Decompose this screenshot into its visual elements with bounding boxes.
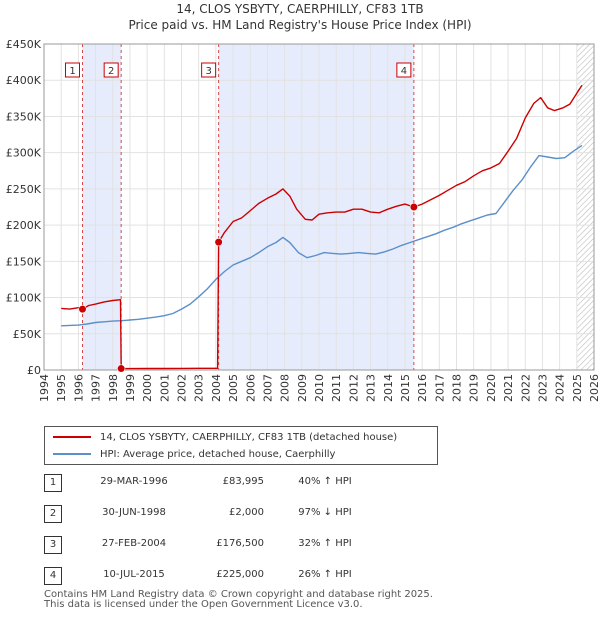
x-tick-label: 2022 [519, 374, 532, 402]
sale-label-2: 2 [108, 66, 114, 77]
forecast-hatch [576, 44, 594, 370]
price-chart: 1 2 3 4 £0 £50K £100K £150K £200K £250K £300K £350K… [6, 38, 600, 402]
sale-point-3 [214, 238, 223, 247]
legend-swatch-hpi [53, 453, 91, 455]
sale-label-1: 1 [69, 66, 75, 77]
x-tick-label: 2021 [502, 374, 515, 402]
x-tick-label: 1997 [90, 374, 103, 402]
legend-label-hpi: HPI: Average price, detached house, Caer… [100, 448, 336, 460]
shaded-period-2 [218, 44, 414, 370]
plot-border [43, 43, 595, 371]
sale-label-box-1 [65, 62, 80, 78]
sale-number-badge: 4 [44, 567, 62, 585]
y-tick-label: £450K [6, 38, 42, 51]
x-tick-label: 1996 [72, 374, 85, 402]
x-tick-label: 2015 [399, 374, 412, 402]
x-tick-label: 2008 [279, 374, 292, 402]
legend-label-property: 14, CLOS YSBYTY, CAERPHILLY, CF83 1TB (d… [100, 431, 398, 443]
y-tick-label: £300K [6, 147, 42, 160]
sale-hpi-diff: 32% ↑ HPI [298, 538, 352, 549]
sale-label-3: 3 [205, 66, 211, 77]
sale-label-box-3 [201, 62, 217, 78]
x-tick-label: 2006 [244, 374, 257, 402]
y-tick-label: £100K [6, 292, 42, 305]
y-tick-label: £200K [6, 219, 42, 232]
table-row: 2 30-JUN-1998 £2,000 97% ↓ HPI [44, 505, 444, 523]
x-tick-label: 2023 [536, 374, 549, 402]
footer: Contains HM Land Registry data © Crown c… [44, 590, 433, 610]
sale-number-badge: 3 [44, 536, 62, 554]
y-tick-label: £400K [6, 74, 42, 87]
legend-item-property: 14, CLOS YSBYTY, CAERPHILLY, CF83 1TB (d… [53, 430, 397, 444]
sale-hpi-diff: 40% ↑ HPI [298, 476, 352, 487]
sale-label-4: 4 [401, 66, 407, 77]
x-tick-label: 2010 [313, 374, 326, 402]
x-tick-label: 2014 [382, 374, 395, 402]
chart-title: 14, CLOS YSBYTY, CAERPHILLY, CF83 1TB [176, 2, 424, 16]
sale-price: £176,500 [216, 538, 264, 549]
sale-point-2 [117, 364, 126, 373]
shaded-period-1 [82, 44, 122, 370]
x-tick-label: 2017 [433, 374, 446, 402]
sale-number-badge: 2 [44, 505, 62, 523]
sale-hpi-diff: 97% ↓ HPI [298, 507, 352, 518]
x-tick-label: 2024 [554, 374, 567, 402]
x-tick-label: 2025 [571, 374, 584, 402]
series-line-hpi [61, 144, 583, 327]
x-tick-label: 2026 [588, 374, 600, 402]
sale-label-box-2 [103, 62, 119, 78]
sale-price: £83,995 [222, 476, 264, 487]
y-tick-label: £50K [13, 328, 42, 341]
sale-point-1 [78, 305, 87, 314]
y-tick-label: £350K [6, 110, 42, 123]
x-tick-label: 1998 [107, 374, 120, 402]
x-tick-label: 2007 [261, 374, 274, 402]
x-tick-label: 2004 [210, 374, 223, 402]
x-tick-label: 2001 [158, 374, 171, 402]
x-tick-label: 2016 [416, 374, 429, 402]
x-tick-label: 2012 [347, 374, 360, 402]
sale-hpi-diff: 26% ↑ HPI [298, 569, 352, 580]
footer-copyright: Contains HM Land Registry data © Crown c… [44, 589, 433, 600]
footer-licence: This data is licensed under the Open Gov… [44, 599, 363, 610]
legend: 14, CLOS YSBYTY, CAERPHILLY, CF83 1TB (d… [44, 426, 438, 465]
x-tick-label: 2002 [176, 374, 189, 402]
sale-number-badge: 1 [44, 474, 62, 492]
x-tick-label: 2020 [485, 374, 498, 402]
x-tick-label: 1999 [124, 374, 137, 402]
x-tick-label: 1994 [38, 374, 51, 402]
sale-date: 27-FEB-2004 [101, 538, 167, 549]
x-tick-label: 2013 [365, 374, 378, 402]
sale-date: 29-MAR-1996 [100, 476, 168, 487]
series-line-property [61, 84, 583, 370]
sale-label-box-4 [396, 62, 412, 78]
table-row: 1 29-MAR-1996 £83,995 40% ↑ HPI [44, 474, 444, 492]
y-tick-label: £250K [6, 183, 42, 196]
x-tick-label: 2018 [451, 374, 464, 402]
sale-date: 30-JUN-1998 [102, 507, 166, 518]
y-tick-label: £0 [27, 364, 41, 377]
table-row: 4 10-JUL-2015 £225,000 26% ↑ HPI [44, 567, 444, 585]
x-tick-label: 1995 [55, 374, 68, 402]
sale-price: £225,000 [216, 569, 264, 580]
sale-date: 10-JUL-2015 [103, 569, 165, 580]
x-tick-label: 2011 [330, 374, 343, 402]
y-tick-label: £150K [6, 255, 42, 268]
x-tick-label: 2005 [227, 374, 240, 402]
x-tick-label: 2019 [468, 374, 481, 402]
x-tick-label: 2003 [193, 374, 206, 402]
chart-subtitle: Price paid vs. HM Land Registry's House … [128, 18, 472, 32]
legend-swatch-property [53, 436, 91, 438]
sale-point-4 [409, 202, 418, 212]
table-row: 3 27-FEB-2004 £176,500 32% ↑ HPI [44, 536, 444, 554]
x-tick-label: 2009 [296, 374, 309, 402]
sale-price: £2,000 [229, 507, 264, 518]
legend-item-hpi: HPI: Average price, detached house, Caer… [53, 447, 335, 461]
x-tick-label: 2000 [141, 374, 154, 402]
